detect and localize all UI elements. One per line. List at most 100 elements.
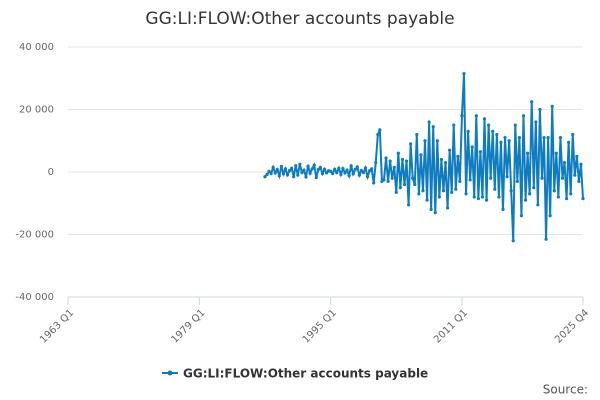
y-tick-label: 20 000 <box>19 105 54 116</box>
data-point <box>521 114 526 118</box>
data-point <box>579 162 583 166</box>
legend-label: GG:LI:FLOW:Other accounts payable <box>183 367 428 381</box>
data-point <box>267 169 271 173</box>
data-point <box>361 171 366 175</box>
data-point <box>450 190 454 194</box>
x-tick-label: 2011 Q1 <box>432 307 470 345</box>
data-point <box>298 162 302 166</box>
data-point <box>302 168 306 172</box>
data-point <box>281 172 286 176</box>
data-point <box>331 171 335 176</box>
data-point <box>454 187 458 191</box>
data-point <box>300 171 304 175</box>
data-point <box>269 171 273 176</box>
data-point <box>287 168 292 173</box>
data-point <box>374 161 378 165</box>
data-point <box>501 207 505 212</box>
data-point <box>308 171 312 175</box>
data-point <box>343 171 347 175</box>
data-point <box>329 169 333 173</box>
data-point <box>548 214 552 218</box>
series-line <box>264 73 584 241</box>
data-point <box>462 71 466 76</box>
data-point <box>534 120 538 124</box>
data-point <box>487 123 491 127</box>
data-point <box>400 157 405 162</box>
data-point <box>386 179 390 183</box>
data-point <box>575 154 579 158</box>
data-point <box>409 142 413 146</box>
data-point <box>476 196 480 201</box>
data-point <box>480 195 485 199</box>
data-point <box>368 169 372 173</box>
data-point <box>394 190 398 194</box>
data-point <box>337 166 341 170</box>
data-point <box>491 129 495 133</box>
data-point <box>277 174 281 178</box>
data-point <box>532 186 536 190</box>
data-point <box>396 151 400 155</box>
data-point <box>452 123 456 127</box>
data-point <box>530 100 534 104</box>
data-point <box>318 165 322 169</box>
data-point <box>306 164 310 168</box>
x-tick-label: 1963 Q1 <box>38 307 76 345</box>
data-point <box>273 171 277 175</box>
data-point <box>333 167 337 171</box>
data-point <box>489 176 493 180</box>
legend-marker <box>167 370 173 376</box>
data-point <box>431 125 435 129</box>
data-point <box>497 195 501 199</box>
data-point <box>460 114 464 118</box>
data-point <box>499 140 503 144</box>
data-point <box>536 203 540 207</box>
y-tick-label: 0 <box>48 167 54 178</box>
data-point <box>322 167 327 171</box>
data-point <box>406 203 411 207</box>
data-point <box>458 179 462 183</box>
data-point <box>279 164 283 168</box>
data-point <box>347 174 351 178</box>
data-point <box>413 182 417 187</box>
data-point <box>304 175 308 179</box>
data-point <box>351 172 355 176</box>
data-point <box>495 132 499 137</box>
data-point <box>441 189 446 193</box>
data-point <box>423 139 427 143</box>
data-point <box>472 195 476 199</box>
data-point <box>515 179 519 183</box>
data-point <box>421 189 425 193</box>
data-point <box>523 198 528 202</box>
y-tick-label: -20 000 <box>15 230 54 241</box>
data-point <box>552 189 556 193</box>
data-point <box>275 167 279 172</box>
data-point <box>550 104 554 108</box>
data-point <box>456 154 460 158</box>
data-point <box>439 157 444 162</box>
data-point <box>388 159 392 163</box>
data-point <box>372 181 376 185</box>
data-point <box>324 171 329 175</box>
data-point <box>285 173 290 177</box>
data-point <box>509 189 513 193</box>
data-point <box>411 176 415 180</box>
chart-title: GG:LI:FLOW:Other accounts payable <box>145 9 454 29</box>
data-point <box>378 128 382 132</box>
data-point <box>310 167 314 171</box>
data-point <box>569 192 573 196</box>
data-point <box>417 192 421 196</box>
data-point <box>562 161 567 165</box>
data-point <box>425 198 429 202</box>
data-point <box>355 165 359 169</box>
data-point <box>505 175 509 179</box>
data-point <box>513 123 517 127</box>
data-point <box>503 136 507 140</box>
data-point <box>474 114 478 118</box>
data-point <box>564 196 569 201</box>
data-point <box>363 166 368 170</box>
data-point <box>271 165 275 169</box>
data-point <box>435 139 439 143</box>
data-point <box>392 165 396 169</box>
data-point <box>365 175 370 179</box>
data-point <box>404 159 409 163</box>
